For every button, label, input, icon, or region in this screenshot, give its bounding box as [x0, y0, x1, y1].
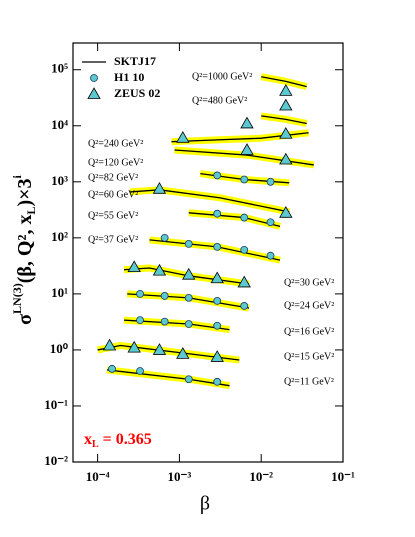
y-axis-label-part: (β, Q², x — [14, 215, 36, 284]
q2-label: Q²=24 GeV² — [284, 300, 334, 311]
zeus-point — [240, 143, 254, 155]
annotation: xL = 0.365 — [84, 431, 152, 451]
zeus-point — [152, 182, 167, 194]
x-tick-label: 10⁻¹ — [331, 469, 355, 484]
legend-triangle — [87, 87, 101, 99]
h1-point — [266, 251, 275, 260]
y-tick-label: 10⁵ — [51, 61, 68, 76]
h1-point — [184, 239, 193, 248]
model-curve — [174, 149, 314, 166]
zeus-point — [240, 116, 254, 129]
x-tick-label: 10⁻³ — [168, 469, 192, 484]
h1-point — [266, 177, 275, 186]
h1-point — [213, 171, 222, 180]
h1-point — [160, 317, 169, 326]
y-tick-label: 10⁻¹ — [44, 397, 68, 412]
zeus-point — [279, 152, 293, 165]
annotation-part: L — [92, 439, 99, 450]
zeus-point — [127, 260, 141, 273]
y-axis-label-part: σ — [14, 314, 36, 325]
zeus-point — [279, 98, 293, 111]
y-axis-label: σLN(3)(β, Q², xL)×3i — [10, 174, 38, 324]
x-axis-label: β — [200, 493, 210, 515]
y-axis-label-part: )×3 — [14, 178, 36, 206]
zeus-point — [279, 205, 293, 218]
zeus-point — [279, 126, 293, 139]
h1-point — [136, 316, 144, 325]
h1-point — [160, 292, 169, 300]
zeus-point — [279, 84, 293, 96]
h1-point — [108, 364, 116, 373]
y-tick-label: 10⁻² — [44, 453, 68, 468]
h1-point — [240, 245, 249, 254]
h1-point — [213, 209, 222, 218]
y-axis-label-part: i — [10, 174, 24, 178]
q2-label: Q²=1000 GeV² — [192, 71, 252, 82]
h1-point — [184, 320, 193, 328]
model-curve — [130, 189, 290, 213]
annotation-part: = 0.365 — [99, 431, 152, 448]
q2-label: Q²=15 GeV² — [284, 351, 334, 362]
legend-label: ZEUS 02 — [114, 86, 160, 100]
h1-point — [240, 302, 249, 310]
zeus-point — [176, 130, 190, 143]
h1-point — [213, 242, 222, 251]
q2-label: Q²=240 GeV² — [88, 138, 143, 149]
y-tick-label: 10³ — [51, 173, 68, 188]
legend-circle — [90, 74, 98, 82]
zeus-point — [152, 263, 167, 276]
zeus-point — [152, 343, 167, 355]
zeus-point — [182, 267, 196, 280]
model-curve — [261, 76, 307, 88]
q2-label: Q²=30 GeV² — [284, 277, 334, 288]
h1-point — [240, 175, 249, 184]
legend-label: SKTJ17 — [114, 54, 156, 68]
h1-point — [266, 218, 275, 227]
zeus-point — [127, 340, 141, 353]
zeus-point — [210, 350, 224, 362]
h1-point — [213, 377, 222, 386]
plot-frame — [72, 42, 344, 463]
legend-label: H1 10 — [114, 70, 144, 84]
h1-point — [184, 375, 193, 384]
zeus-point — [176, 347, 190, 359]
q2-label: Q²=55 GeV² — [88, 210, 138, 221]
q2-label: Q²=60 GeV² — [88, 189, 138, 200]
q2-label: Q²=16 GeV² — [284, 326, 334, 337]
y-tick-label: 10⁰ — [50, 341, 69, 356]
zeus-point — [210, 271, 224, 284]
uncertainty-band — [188, 209, 281, 230]
y-axis-label-part: L — [24, 207, 38, 215]
y-axis-label-part: LN(3) — [10, 283, 24, 314]
x-tick-label: 10⁻⁴ — [86, 469, 110, 484]
q2-label: Q²=480 GeV² — [192, 95, 247, 106]
q2-label: Q²=37 GeV² — [88, 234, 138, 245]
q2-label: Q²=82 GeV² — [88, 172, 138, 183]
h1-point — [136, 367, 144, 375]
zeus-point — [102, 338, 117, 351]
h1-point — [213, 296, 222, 305]
h1-point — [184, 293, 193, 302]
y-tick-label: 10² — [51, 229, 68, 244]
zeus-point — [237, 275, 251, 288]
annotation-part: x — [84, 431, 92, 448]
uncertainty-band — [149, 236, 281, 264]
h1-point — [136, 289, 144, 298]
x-tick-label: 10⁻² — [249, 469, 273, 484]
h1-point — [240, 213, 249, 222]
h1-point — [160, 233, 169, 242]
y-tick-label: 10⁴ — [51, 117, 68, 132]
q2-label: Q²=11 GeV² — [284, 376, 334, 387]
q2-label: Q²=120 GeV² — [88, 157, 143, 168]
h1-point — [213, 321, 222, 330]
model-curve — [261, 115, 307, 125]
y-tick-label: 10¹ — [51, 285, 68, 300]
